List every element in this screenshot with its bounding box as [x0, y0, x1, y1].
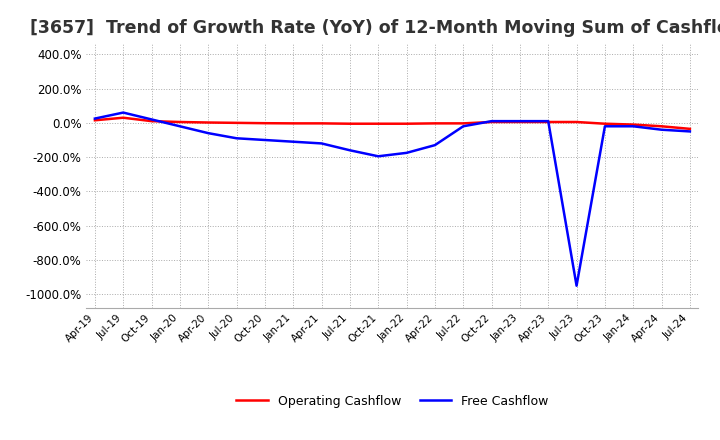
Operating Cashflow	[204, 120, 212, 125]
Free Cashflow	[148, 117, 156, 122]
Operating Cashflow	[346, 121, 354, 126]
Operating Cashflow	[629, 122, 637, 127]
Operating Cashflow	[516, 119, 524, 125]
Operating Cashflow	[233, 120, 241, 125]
Operating Cashflow	[572, 119, 581, 125]
Free Cashflow	[204, 131, 212, 136]
Operating Cashflow	[91, 117, 99, 123]
Free Cashflow	[459, 124, 467, 129]
Free Cashflow	[233, 136, 241, 141]
Operating Cashflow	[402, 121, 411, 126]
Free Cashflow	[572, 283, 581, 288]
Operating Cashflow	[374, 121, 382, 126]
Line: Operating Cashflow: Operating Cashflow	[95, 118, 690, 129]
Line: Free Cashflow: Free Cashflow	[95, 113, 690, 286]
Operating Cashflow	[289, 121, 297, 126]
Operating Cashflow	[431, 121, 439, 126]
Operating Cashflow	[487, 119, 496, 125]
Free Cashflow	[431, 143, 439, 148]
Free Cashflow	[289, 139, 297, 144]
Operating Cashflow	[148, 118, 156, 124]
Free Cashflow	[176, 124, 184, 129]
Free Cashflow	[91, 116, 99, 121]
Operating Cashflow	[600, 121, 609, 126]
Free Cashflow	[318, 141, 326, 146]
Free Cashflow	[516, 118, 524, 124]
Free Cashflow	[374, 154, 382, 159]
Operating Cashflow	[119, 115, 127, 121]
Legend: Operating Cashflow, Free Cashflow: Operating Cashflow, Free Cashflow	[231, 390, 554, 413]
Operating Cashflow	[685, 126, 694, 132]
Operating Cashflow	[544, 119, 552, 125]
Free Cashflow	[346, 148, 354, 153]
Free Cashflow	[685, 129, 694, 134]
Free Cashflow	[657, 127, 666, 132]
Operating Cashflow	[318, 121, 326, 126]
Free Cashflow	[402, 150, 411, 155]
Operating Cashflow	[261, 121, 269, 126]
Free Cashflow	[629, 124, 637, 129]
Free Cashflow	[261, 137, 269, 143]
Operating Cashflow	[459, 121, 467, 126]
Free Cashflow	[119, 110, 127, 115]
Title: [3657]  Trend of Growth Rate (YoY) of 12-Month Moving Sum of Cashflows: [3657] Trend of Growth Rate (YoY) of 12-…	[30, 19, 720, 37]
Operating Cashflow	[176, 119, 184, 125]
Operating Cashflow	[657, 124, 666, 129]
Free Cashflow	[600, 124, 609, 129]
Free Cashflow	[544, 118, 552, 124]
Free Cashflow	[487, 118, 496, 124]
